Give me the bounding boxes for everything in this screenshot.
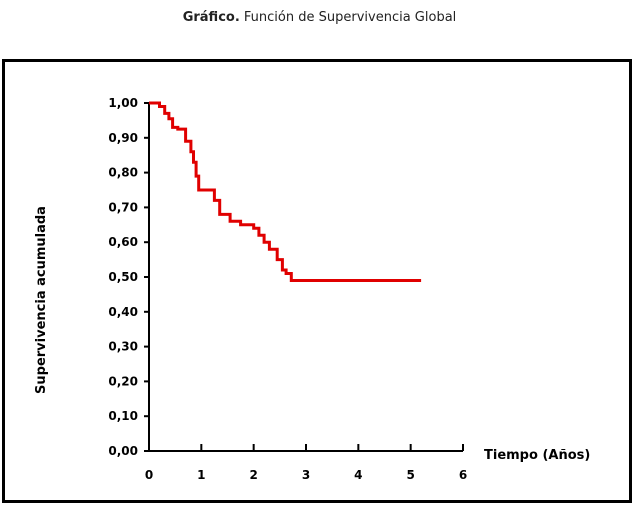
y-tick-label: 0,50 — [108, 270, 138, 284]
y-axis-label: Supervivencia acumulada — [34, 206, 49, 394]
y-tick-label: 0,10 — [108, 409, 138, 423]
y-tick-label: 0,30 — [108, 340, 138, 354]
x-ticks: 0 1 2 3 4 5 6 — [145, 444, 467, 482]
y-tick-label: 0,20 — [108, 374, 138, 388]
x-tick-label: 2 — [249, 468, 257, 482]
y-tick-label: 1,00 — [108, 96, 138, 110]
y-tick-label: 0,90 — [108, 131, 138, 145]
figure-caption: Gráfico. Función de Supervivencia Global — [0, 10, 639, 25]
y-tick-label: 0,00 — [108, 444, 138, 458]
caption-text: Función de Supervivencia Global — [239, 10, 457, 25]
survival-curve — [149, 101, 422, 282]
y-tick-label: 0,40 — [108, 305, 138, 319]
chart-frame — [2, 59, 632, 503]
x-tick-label: 1 — [197, 468, 205, 482]
x-axis-label: Tiempo (Años) — [484, 448, 590, 463]
x-tick-label: 3 — [302, 468, 310, 482]
caption-label: Gráfico. — [182, 10, 240, 25]
x-tick-label: 5 — [406, 468, 414, 482]
y-tick-label: 0,60 — [108, 235, 138, 249]
y-tick-label: 0,80 — [108, 166, 138, 180]
x-tick-label: 0 — [145, 468, 153, 482]
y-tick-label: 0,70 — [108, 200, 138, 214]
y-ticks: 0,00 0,10 0,20 0,30 0,40 0,50 0,60 0,70 0,80 0,90… — [108, 96, 149, 458]
axes — [148, 103, 463, 452]
x-tick-label: 4 — [354, 468, 362, 482]
x-tick-label: 6 — [459, 468, 467, 482]
